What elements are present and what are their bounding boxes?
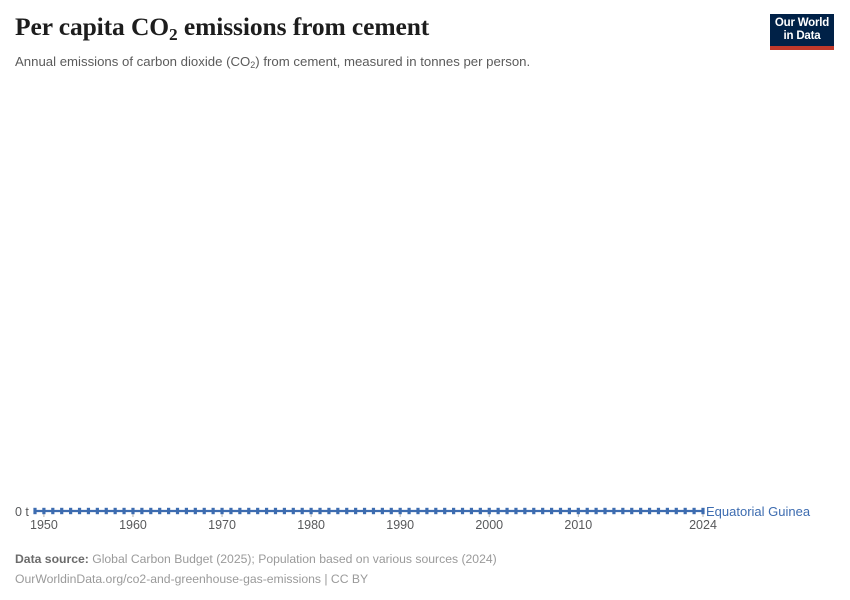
data-source-text: Global Carbon Budget (2025); Population … [92, 552, 497, 566]
series-end-label-equatorial-guinea[interactable]: Equatorial Guinea [706, 504, 811, 519]
x-axis-tick-label-2010: 2010 [564, 518, 593, 532]
plot-area [0, 86, 850, 536]
data-source-line: Data source: Global Carbon Budget (2025)… [15, 549, 815, 569]
x-axis-tick-label-1950: 1950 [30, 518, 58, 532]
chart-footer: Data source: Global Carbon Budget (2025)… [15, 549, 815, 589]
our-world-in-data-logo[interactable]: Our World in Data [770, 14, 834, 50]
chart-subtitle-suffix: ) from cement, measured in tonnes per pe… [255, 54, 531, 69]
y-axis-zero-label: 0 t [15, 505, 29, 519]
line-chart-svg [33, 507, 705, 517]
x-axis-tick-label-2024: 2024 [689, 518, 717, 532]
page-title-suffix: emissions from cement [177, 12, 430, 41]
x-axis-tick-label-1980: 1980 [297, 518, 325, 532]
chart-subtitle-prefix: Annual emissions of carbon dioxide (CO [15, 54, 251, 69]
x-axis-tick-label-2000: 2000 [475, 518, 504, 532]
logo-line-1: Our World [774, 17, 830, 29]
logo-line-2: in Data [783, 29, 821, 42]
data-point-markers[interactable] [33, 507, 705, 515]
page-title-subscript: 2 [169, 24, 178, 44]
license-text: | CC BY [320, 572, 369, 586]
x-axis-tick-label-1970: 1970 [208, 518, 236, 532]
page-title: Per capita CO2 emissions from cement [15, 12, 755, 45]
page-title-prefix: Per capita CO [15, 12, 170, 41]
chart-subtitle: Annual emissions of carbon dioxide (CO2)… [15, 53, 755, 72]
chart-header: Per capita CO2 emissions from cement Ann… [15, 12, 755, 72]
chart-subtitle-subscript: 2 [250, 60, 256, 71]
x-axis-tick-label-1960: 1960 [119, 518, 147, 532]
license-line: OurWorldinData.org/co2-and-greenhouse-ga… [15, 569, 815, 589]
data-source-label: Data source: [15, 552, 89, 566]
x-axis-tick-label-1990: 1990 [386, 518, 415, 532]
owid-url-link[interactable]: OurWorldinData.org/co2-and-greenhouse-ga… [15, 572, 321, 586]
